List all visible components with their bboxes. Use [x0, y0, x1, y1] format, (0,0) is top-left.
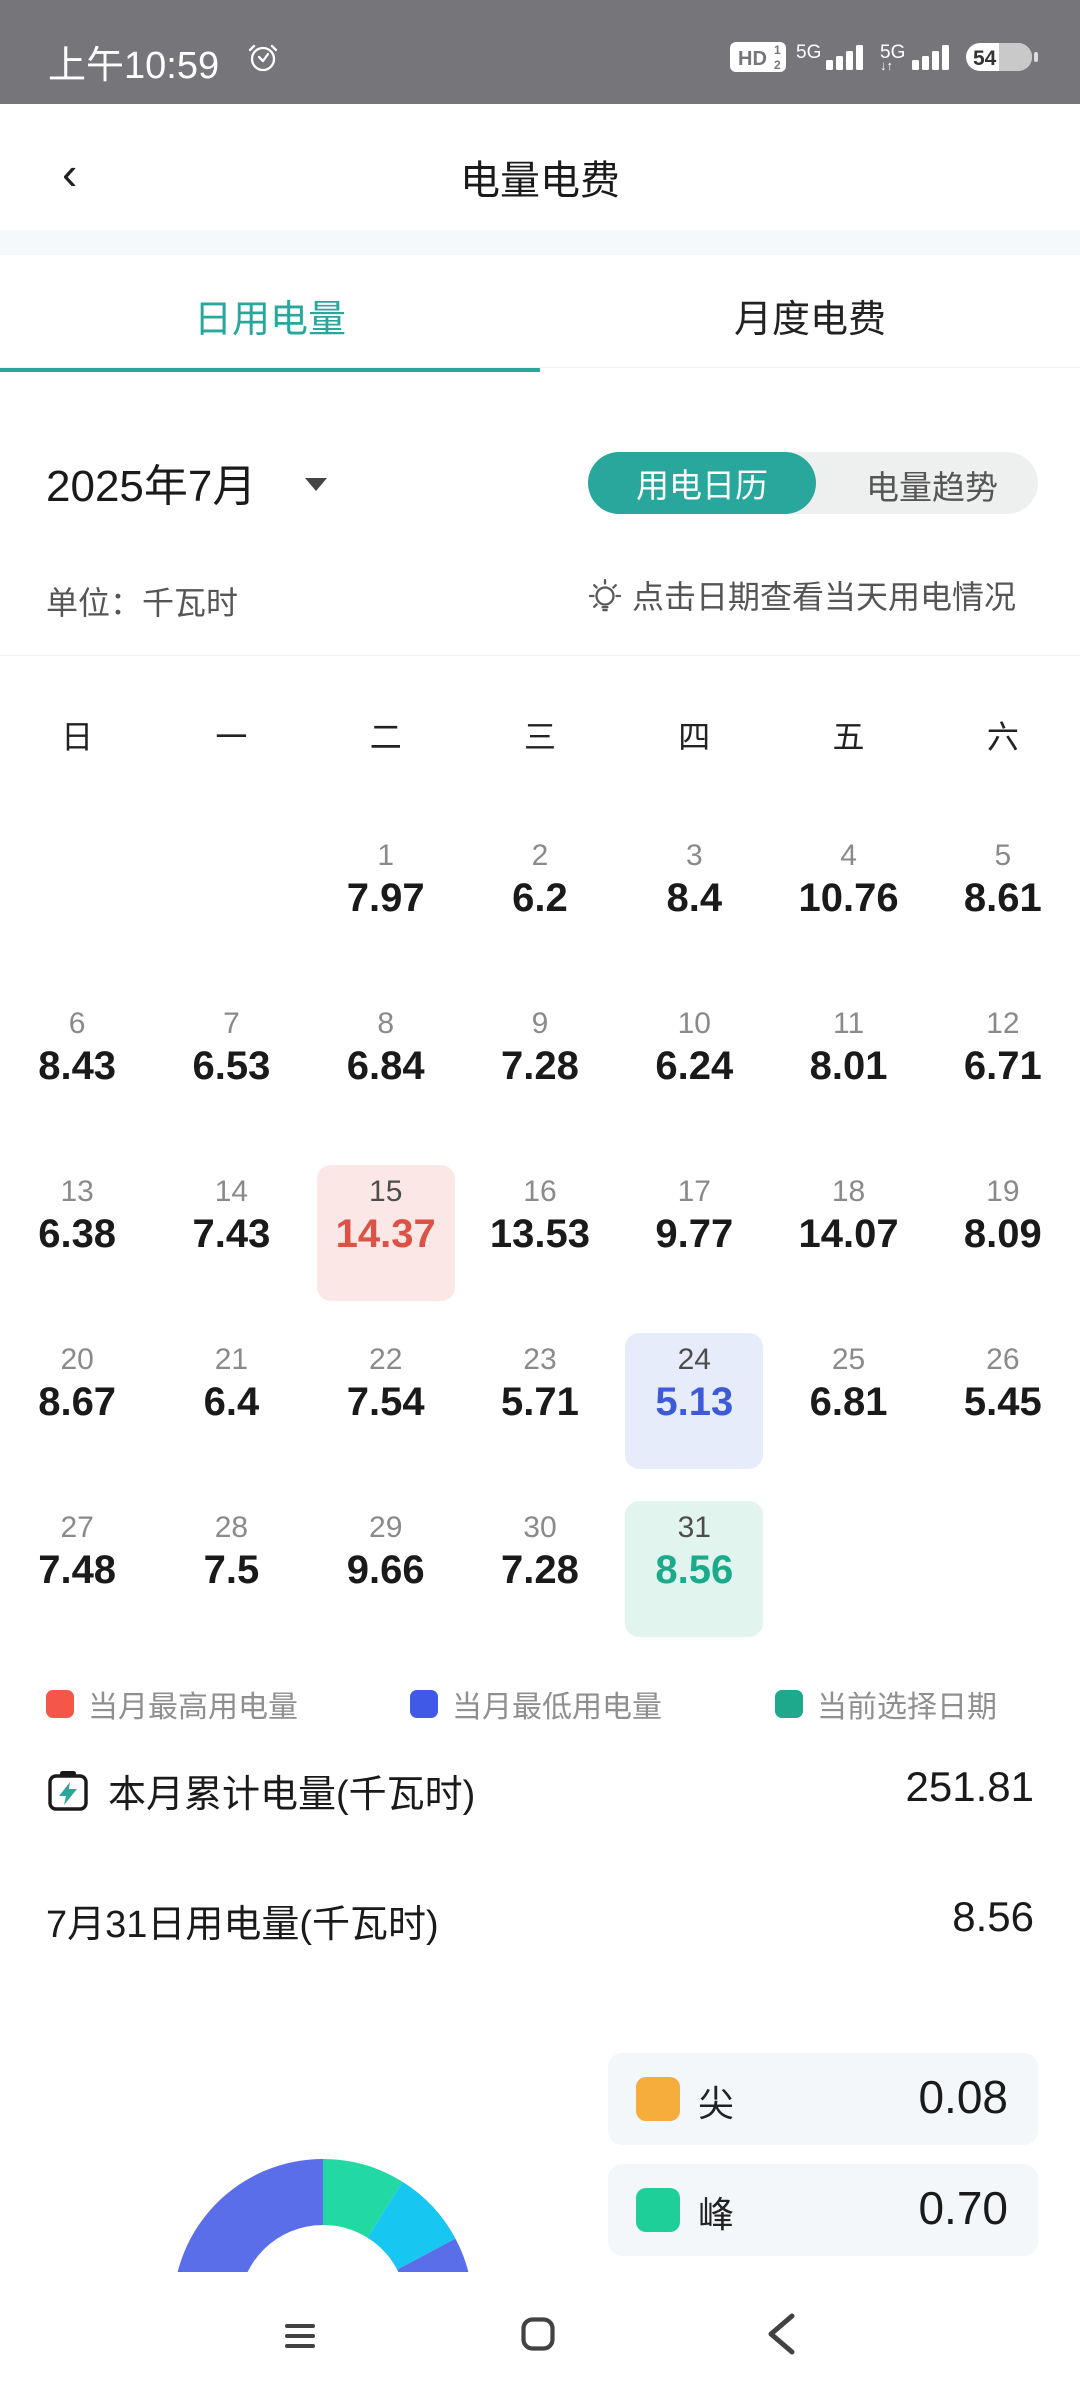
svg-text:↓↑: ↓↑ — [880, 58, 893, 73]
svg-text:5G: 5G — [796, 42, 821, 63]
svg-text:54: 54 — [973, 47, 997, 70]
svg-text:2: 2 — [774, 58, 781, 72]
svg-text:HD: HD — [738, 48, 767, 70]
svg-text:1: 1 — [774, 43, 781, 57]
